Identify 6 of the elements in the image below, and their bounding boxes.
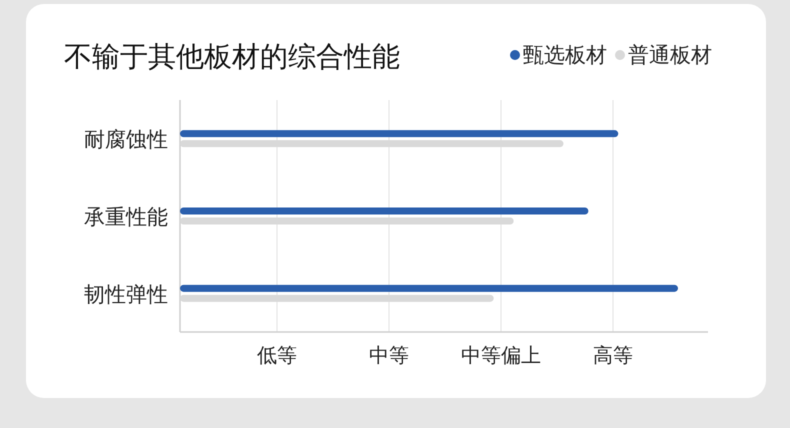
- legend-label: 甄选板材: [523, 43, 607, 67]
- legend-label: 普通板材: [628, 43, 712, 67]
- chart-title: 不输于其他板材的综合性能: [64, 40, 400, 73]
- y-tick-label: 承重性能: [84, 205, 168, 229]
- y-tick-label: 韧性弹性: [84, 282, 168, 306]
- y-tick-label: 耐腐蚀性: [84, 128, 168, 152]
